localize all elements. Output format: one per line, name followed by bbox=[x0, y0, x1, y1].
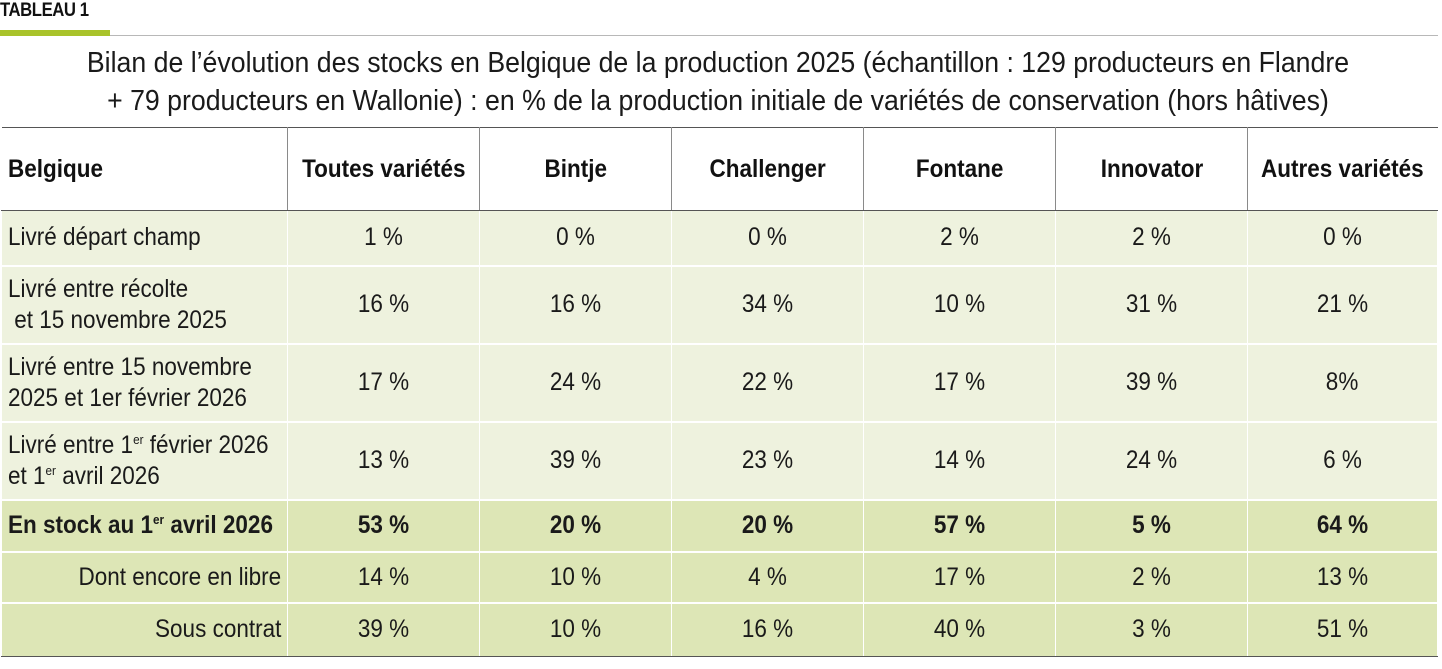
row-label: Livré départ champ bbox=[1, 210, 288, 267]
table-cell: 6 % bbox=[1247, 421, 1438, 501]
table-cell: 0 % bbox=[479, 210, 672, 267]
table-cell: 24 % bbox=[1055, 421, 1248, 501]
table-cell: 2 % bbox=[1055, 551, 1248, 604]
col-header-bintje: Bintje bbox=[479, 127, 672, 211]
row-label: Sous contrat bbox=[1, 602, 288, 657]
table-cell: 34 % bbox=[671, 265, 864, 345]
row-label: Livré entre récolte et 15 novembre 2025 bbox=[1, 265, 288, 345]
table-cell: 20 % bbox=[479, 499, 672, 553]
table-cell: 17 % bbox=[863, 551, 1056, 604]
stock-table: Belgique Toutes variétés Bintje Challeng… bbox=[1, 127, 1438, 657]
row-label: En stock au 1er avril 2026 bbox=[1, 499, 288, 553]
table-cell: 39 % bbox=[1055, 343, 1248, 423]
table-cell: 13 % bbox=[1247, 551, 1438, 604]
table-row: Livré entre 1er février 2026 et 1er avril… bbox=[1, 421, 1438, 501]
table-cell: 4 % bbox=[671, 551, 864, 604]
table-cell: 39 % bbox=[479, 421, 672, 501]
table-cell: 40 % bbox=[863, 602, 1056, 657]
table-row: Livré entre récolte et 15 novembre 2025 … bbox=[1, 265, 1438, 345]
table-cell: 17 % bbox=[863, 343, 1056, 423]
table-cell: 3 % bbox=[1055, 602, 1248, 657]
table-tag: TABLEAU 1 bbox=[0, 0, 89, 21]
table-cell: 0 % bbox=[1247, 210, 1438, 267]
table-cell: 5 % bbox=[1055, 499, 1248, 553]
col-header-challenger: Challenger bbox=[671, 127, 864, 211]
table-row-total: En stock au 1er avril 2026 53 % 20 % 20 … bbox=[1, 499, 1438, 553]
table-cell: 10 % bbox=[863, 265, 1056, 345]
table-cell: 23 % bbox=[671, 421, 864, 501]
title-line-2: + 79 producteurs en Wallonie) : en % de … bbox=[107, 85, 1329, 117]
table-cell: 17 % bbox=[287, 343, 480, 423]
header-row: Belgique Toutes variétés Bintje Challeng… bbox=[1, 127, 1438, 211]
table-cell: 14 % bbox=[863, 421, 1056, 501]
tag-divider bbox=[110, 35, 1438, 36]
table-cell: 24 % bbox=[479, 343, 672, 423]
col-header-fontane: Fontane bbox=[863, 127, 1056, 211]
table-cell: 2 % bbox=[863, 210, 1056, 267]
title-line-1: Bilan de l’évolution des stocks en Belgi… bbox=[86, 47, 1350, 79]
table-cell: 22 % bbox=[671, 343, 864, 423]
table-cell: 16 % bbox=[671, 602, 864, 657]
col-header-autres-varietes: Autres variétés bbox=[1247, 127, 1438, 211]
table-title: Bilan de l’évolution des stocks en Belgi… bbox=[0, 44, 1436, 120]
table-cell: 16 % bbox=[479, 265, 672, 345]
table-cell: 64 % bbox=[1247, 499, 1438, 553]
table-row: Livré entre 15 novembre 2025 et 1er févri… bbox=[1, 343, 1438, 423]
table-cell: 51 % bbox=[1247, 602, 1438, 657]
table-cell: 16 % bbox=[287, 265, 480, 345]
table-cell: 20 % bbox=[671, 499, 864, 553]
table-cell: 8% bbox=[1247, 343, 1438, 423]
table-row: Sous contrat 39 % 10 % 16 % 40 % 3 % 51 … bbox=[1, 602, 1438, 657]
table-row: Livré départ champ 1 % 0 % 0 % 2 % 2 % 0… bbox=[1, 210, 1438, 267]
table-cell: 13 % bbox=[287, 421, 480, 501]
table-cell: 57 % bbox=[863, 499, 1056, 553]
col-header-toutes-varietes: Toutes variétés bbox=[287, 127, 480, 211]
row-label: Dont encore en libre bbox=[1, 551, 288, 604]
col-header-belgique: Belgique bbox=[1, 127, 288, 211]
tag-accent-bar bbox=[0, 30, 110, 36]
table-cell: 21 % bbox=[1247, 265, 1438, 345]
table-cell: 39 % bbox=[287, 602, 480, 657]
row-label: Livré entre 15 novembre 2025 et 1er févri… bbox=[1, 343, 288, 423]
table-row: Dont encore en libre 14 % 10 % 4 % 17 % … bbox=[1, 551, 1438, 604]
table-cell: 31 % bbox=[1055, 265, 1248, 345]
table-cell: 1 % bbox=[287, 210, 480, 267]
table-cell: 10 % bbox=[479, 602, 672, 657]
row-label: Livré entre 1er février 2026 et 1er avril… bbox=[1, 421, 288, 501]
table-cell: 53 % bbox=[287, 499, 480, 553]
table-cell: 2 % bbox=[1055, 210, 1248, 267]
table-cell: 10 % bbox=[479, 551, 672, 604]
table-cell: 14 % bbox=[287, 551, 480, 604]
col-header-innovator: Innovator bbox=[1055, 127, 1248, 211]
table-cell: 0 % bbox=[671, 210, 864, 267]
